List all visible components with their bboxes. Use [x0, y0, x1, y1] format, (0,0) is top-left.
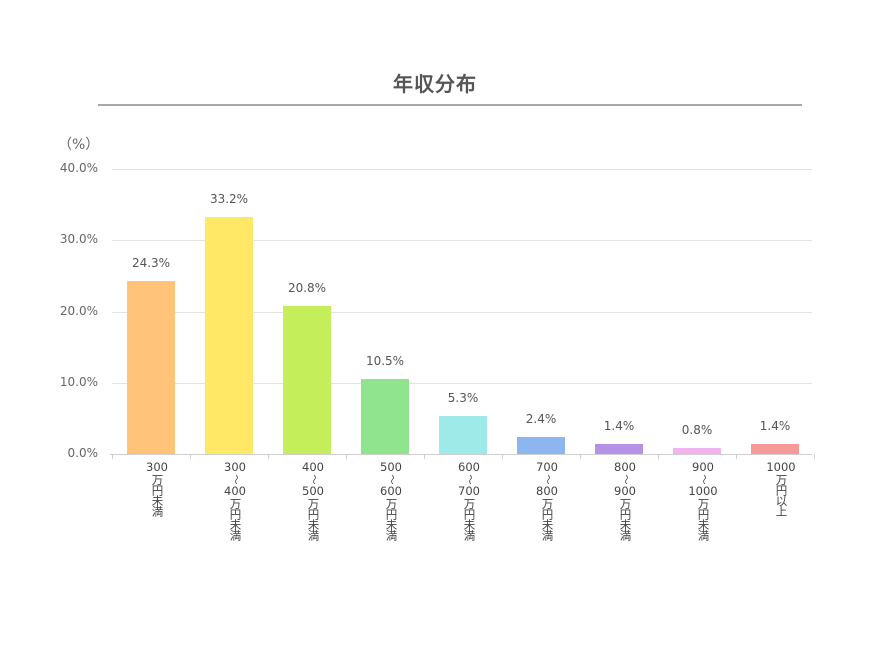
range-to: 400 [224, 484, 246, 498]
chart-title: 年収分布 [393, 72, 477, 96]
bar[interactable] [673, 448, 721, 454]
range-to: 500 [302, 484, 324, 498]
range-suffix: 万円未満 [306, 498, 321, 540]
range-separator: ～ [697, 474, 709, 485]
bar[interactable] [127, 280, 175, 454]
range-suffix: 万円未満 [150, 474, 165, 516]
range-from: 500 [380, 460, 402, 474]
data-label: 33.2% [209, 192, 249, 207]
data-label: 1.4% [603, 419, 635, 434]
x-category-label: 300 ～ 400 万円未満 [215, 460, 255, 541]
x-axis-tick [346, 454, 347, 459]
title-underline [98, 104, 802, 106]
range-from: 300 [224, 460, 246, 474]
range-from: 400 [302, 460, 324, 474]
data-label: 0.8% [681, 423, 713, 438]
data-label: 2.4% [525, 411, 557, 426]
x-category-label: 300 万円未満 [137, 460, 177, 517]
x-category-label: 600 ～ 700 万円未満 [449, 460, 489, 541]
y-tick-label: 40.0% [59, 161, 98, 175]
x-axis-tick [658, 454, 659, 459]
range-from: 900 [692, 460, 714, 474]
range-separator: ～ [307, 474, 319, 485]
x-axis-tick [736, 454, 737, 459]
y-tick-label: 30.0% [59, 232, 98, 247]
bar[interactable] [205, 217, 253, 454]
x-category-label: 900 ～ 1000 万円未満 [683, 460, 723, 541]
x-category-label: 700 ～ 800 万円未満 [527, 460, 567, 541]
gridline [112, 383, 812, 384]
gridline [112, 240, 812, 241]
x-axis-tick [580, 454, 581, 459]
bar[interactable] [517, 436, 565, 454]
range-to: 700 [458, 484, 480, 498]
bar[interactable] [361, 379, 409, 454]
range-suffix: 万円未満 [696, 498, 711, 540]
range-suffix: 万円未満 [462, 498, 477, 540]
gridline [112, 312, 812, 313]
x-axis-tick [268, 454, 269, 459]
range-to: 900 [614, 484, 636, 498]
range-from: 300 [146, 460, 168, 474]
range-separator: ～ [463, 474, 475, 485]
x-axis-line [110, 454, 812, 455]
range-to: 600 [380, 484, 402, 498]
x-axis-tick [190, 454, 191, 459]
y-tick-label: 20.0% [59, 303, 98, 318]
range-to: 1000 [688, 484, 718, 498]
y-tick-label: 10.0% [59, 374, 98, 389]
range-separator: ～ [229, 474, 241, 485]
data-label: 20.8% [287, 280, 327, 295]
gridline [112, 169, 812, 170]
data-label: 5.3% [447, 391, 479, 406]
y-tick-label: 0.0% [67, 446, 99, 460]
range-from: 800 [614, 460, 636, 474]
data-label: 24.3% [131, 255, 171, 270]
bar[interactable] [595, 444, 643, 454]
x-axis-tick [112, 454, 113, 459]
y-axis-unit: （%） [58, 137, 100, 153]
range-separator: ～ [619, 474, 631, 485]
range-suffix: 万円未満 [228, 498, 243, 540]
range-suffix: 万円以上 [774, 474, 789, 516]
range-suffix: 万円未満 [384, 498, 399, 540]
x-category-label: 400 ～ 500 万円未満 [293, 460, 333, 541]
x-axis-tick [814, 454, 815, 459]
x-category-label: 800 ～ 900 万円未満 [605, 460, 645, 541]
range-from: 1000 [766, 460, 796, 474]
range-suffix: 万円未満 [540, 498, 555, 540]
range-to: 800 [536, 484, 558, 498]
range-from: 600 [458, 460, 480, 474]
range-suffix: 万円未満 [618, 498, 633, 540]
x-axis-tick [424, 454, 425, 459]
bar[interactable] [439, 416, 487, 454]
range-from: 700 [536, 460, 558, 474]
data-label: 1.4% [759, 419, 791, 434]
bar[interactable] [283, 305, 331, 454]
x-category-label: 500 ～ 600 万円未満 [371, 460, 411, 541]
bar[interactable] [751, 444, 799, 454]
range-separator: ～ [541, 474, 553, 485]
data-label: 10.5% [365, 354, 405, 369]
x-axis-tick [502, 454, 503, 459]
x-category-label: 1000 万円以上 [761, 460, 801, 517]
range-separator: ～ [385, 474, 397, 485]
